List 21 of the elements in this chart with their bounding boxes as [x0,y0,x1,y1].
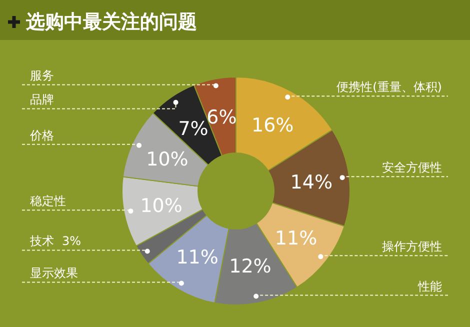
data-label: 12% [229,256,272,278]
slice-label: 操作方便性 [382,240,442,254]
data-label: 7% [178,118,208,140]
slice-label: 稳定性 [30,194,66,208]
chart-title: 选购中最关注的问题 [25,11,197,33]
slice-label: 价格 [29,128,54,142]
data-label: 10% [146,148,188,171]
slice-label: 服务 [30,68,54,83]
slice-label: 便携性(重量、体积) [336,80,442,94]
data-label: 14% [290,171,333,194]
data-label: 3% [62,234,82,248]
slice-label: 品牌 [30,92,54,107]
slice-label: 技术 [30,234,54,248]
data-label: 11% [274,228,318,250]
data-label: 16% [251,114,294,136]
data-label: 11% [176,246,218,268]
slice-label: 性能 [417,279,442,294]
slice-label: 显示效果 [30,266,78,280]
slice-label: 安全方便性 [382,160,442,175]
data-label: 6% [206,106,237,128]
data-label: 10% [140,195,182,218]
